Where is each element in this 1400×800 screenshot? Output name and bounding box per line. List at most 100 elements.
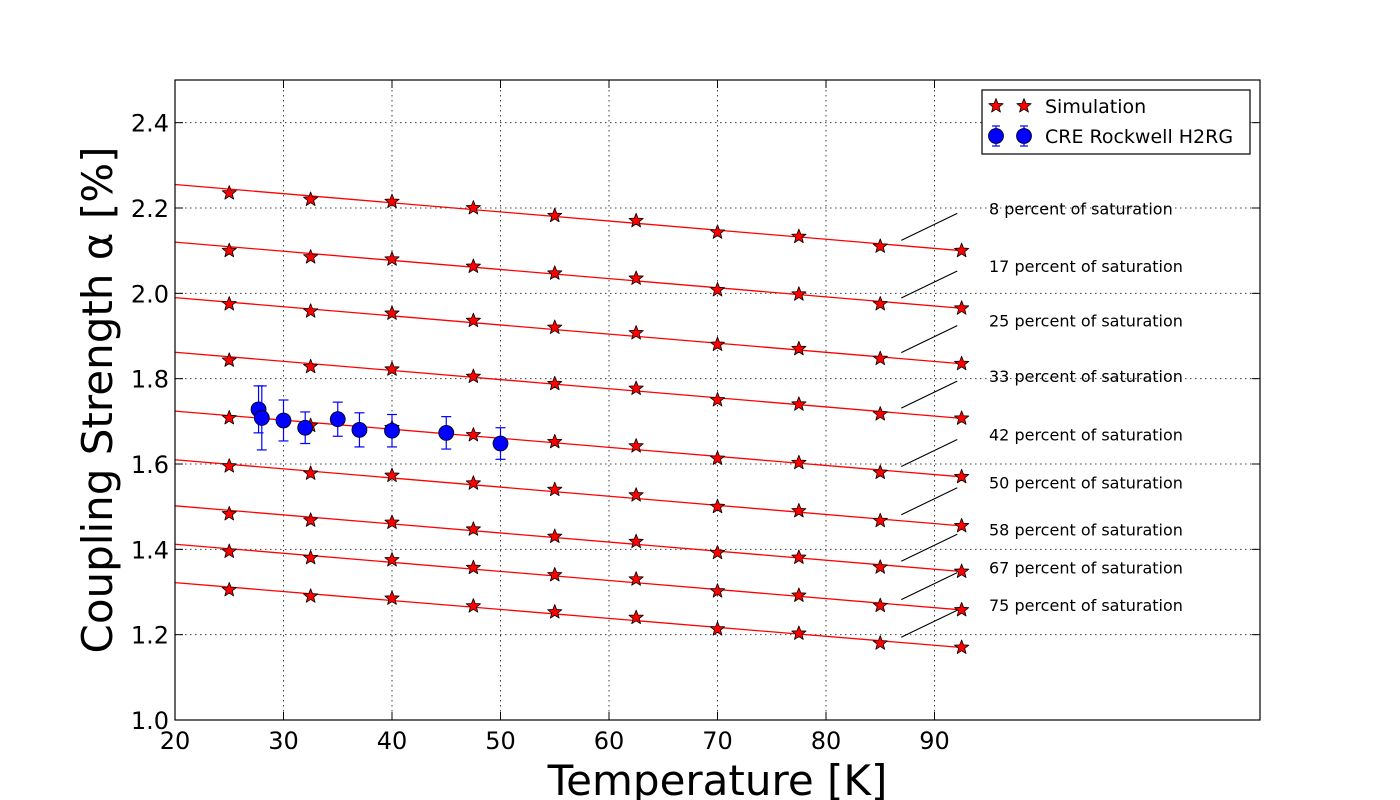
x-tick-label: 70 [702, 727, 733, 755]
simulation-point [547, 567, 563, 582]
simulation-point [221, 543, 237, 558]
y-tick-label: 2.4 [131, 110, 169, 138]
simulation-point [954, 410, 970, 425]
x-tick-label: 80 [811, 727, 842, 755]
legend-simulation-marker [988, 98, 1004, 113]
measurement-point [297, 419, 314, 436]
simulation-point [465, 312, 481, 328]
simulation-point [709, 544, 726, 560]
annotation-leader-line [901, 439, 958, 468]
x-tick-label: 30 [268, 727, 299, 755]
simulation-point [709, 583, 726, 598]
simulation-point [954, 300, 970, 315]
simulation-point [547, 207, 563, 223]
simulation-point [547, 319, 563, 334]
simulation-fit-line [174, 505, 962, 573]
legend-measurement-markers [988, 125, 1032, 147]
simulation-point [954, 355, 970, 371]
simulation-point [954, 639, 970, 654]
y-tick-label: 1.2 [131, 622, 169, 650]
simulation-point [221, 581, 237, 597]
y-tick-label: 1.6 [131, 451, 169, 479]
series-annotation: 17 percent of saturation [989, 257, 1183, 276]
simulation-point [303, 249, 319, 264]
simulation-point [954, 517, 970, 533]
simulation-point [872, 512, 888, 528]
simulation-point [628, 325, 644, 340]
legend: Simulation CRE Rockwell H2RG [981, 89, 1251, 155]
simulation-point [709, 392, 726, 407]
annotation-leader-line [901, 533, 958, 562]
simulation-point [628, 609, 644, 625]
simulation-point [709, 450, 726, 465]
simulation-point [709, 282, 726, 297]
simulation-point [872, 406, 888, 421]
legend-simulation-marker [1016, 98, 1032, 113]
y-tick-label: 1.8 [131, 366, 169, 394]
axis-ticks: 20 30 40 50 60 70 80 90 1.0 1.2 1.4 1.6 1.8 2.0 2.2 2.4 [131, 80, 1260, 755]
y-tick-label: 2.2 [131, 195, 169, 223]
simulation-point [791, 549, 807, 564]
simulation-point [547, 528, 563, 543]
measurement-point [384, 422, 400, 439]
simulation-point [221, 185, 237, 200]
annotation-leader-line [901, 270, 958, 299]
legend-measurement-marker [988, 128, 1004, 144]
simulation-point [465, 598, 481, 613]
simulation-point [872, 296, 888, 311]
legend-measurement-marker [1016, 128, 1032, 144]
measurement-point [253, 410, 270, 426]
measurement-point [275, 412, 292, 429]
simulation-point [384, 305, 400, 320]
simulation-point [384, 552, 400, 567]
annotations: 8 percent of saturation 17 percent of sat… [989, 199, 1183, 615]
simulation-point [628, 571, 644, 586]
simulation-fit-line [174, 351, 962, 419]
annotation-leader-line [901, 325, 958, 354]
series-annotation: 58 percent of saturation [989, 520, 1183, 539]
simulation-point [547, 481, 563, 497]
x-tick-label: 90 [919, 727, 950, 755]
simulation-point [872, 597, 888, 613]
simulation-point [221, 506, 237, 521]
simulation-point [709, 498, 726, 514]
simulation-point [221, 458, 237, 473]
simulation-point [303, 358, 319, 374]
simulation-point [384, 590, 400, 605]
simulation-point [628, 212, 644, 228]
simulation-point [303, 191, 319, 206]
simulation-markers [221, 185, 970, 654]
series-annotation: 33 percent of saturation [989, 367, 1183, 386]
annotation-leader-line [901, 609, 958, 638]
simulation-fit-line [174, 183, 962, 252]
legend-simulation-markers [988, 98, 1032, 113]
annotation-leader-line [901, 212, 958, 241]
measurement-point [438, 424, 455, 441]
y-tick-label: 2.0 [131, 280, 169, 308]
simulation-point [465, 427, 481, 442]
series-annotation: 42 percent of saturation [989, 426, 1183, 445]
simulation-point [628, 487, 644, 502]
y-axis-title: Coupling Strength α [%] [73, 146, 122, 653]
measurement-point [492, 435, 509, 452]
measurement-point [351, 421, 368, 438]
simulation-point [791, 228, 807, 244]
simulation-point [872, 559, 888, 574]
simulation-point [221, 352, 237, 367]
series-annotation: 75 percent of saturation [989, 596, 1183, 615]
simulation-point [465, 200, 481, 215]
annotation-leader-line [901, 380, 958, 409]
simulation-point [709, 621, 726, 636]
simulation-point [221, 242, 237, 258]
simulation-point [954, 242, 970, 258]
simulation-point [465, 475, 481, 490]
simulation-point [709, 224, 726, 239]
x-axis-title: Temperature [K] [547, 756, 888, 800]
simulation-point [384, 467, 400, 482]
simulation-point [303, 549, 319, 565]
y-tick-label: 1.4 [131, 536, 169, 564]
simulation-point [628, 270, 644, 285]
simulation-point [547, 265, 563, 280]
simulation-point [628, 380, 644, 395]
annotation-leader-line [901, 487, 958, 516]
